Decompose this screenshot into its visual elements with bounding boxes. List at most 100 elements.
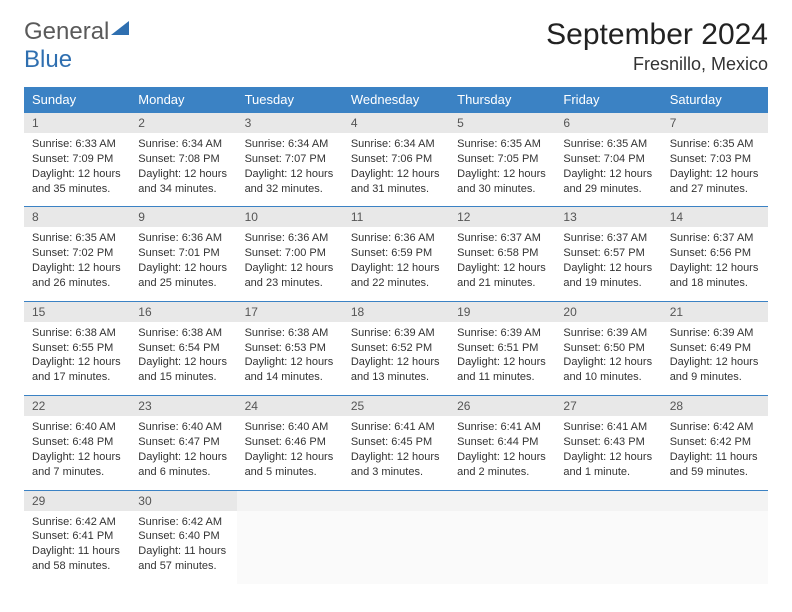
day-body-cell: Sunrise: 6:38 AMSunset: 6:54 PMDaylight:… (130, 322, 236, 396)
day-body-cell: Sunrise: 6:36 AMSunset: 7:00 PMDaylight:… (237, 227, 343, 301)
day-body-cell: Sunrise: 6:34 AMSunset: 7:06 PMDaylight:… (343, 133, 449, 207)
brand-part1: General (24, 18, 109, 45)
day-d1: Daylight: 11 hours (32, 544, 122, 559)
day-d2: and 57 minutes. (138, 559, 228, 574)
day-d1: Daylight: 12 hours (563, 355, 653, 370)
day-number-cell: 22 (24, 396, 130, 416)
day-number-cell: 9 (130, 207, 236, 227)
day-sr: Sunrise: 6:38 AM (138, 326, 228, 341)
day-d1: Daylight: 12 hours (563, 261, 653, 276)
weekday-header-row: Sunday Monday Tuesday Wednesday Thursday… (24, 87, 768, 113)
day-sr: Sunrise: 6:41 AM (563, 420, 653, 435)
day-number-cell: 24 (237, 396, 343, 416)
day-number-cell: 5 (449, 113, 555, 133)
day-d2: and 34 minutes. (138, 182, 228, 197)
day-ss: Sunset: 6:49 PM (670, 341, 760, 356)
day-d2: and 7 minutes. (32, 465, 122, 480)
day-sr: Sunrise: 6:40 AM (138, 420, 228, 435)
day-sr: Sunrise: 6:35 AM (563, 137, 653, 152)
day-d2: and 35 minutes. (32, 182, 122, 197)
day-number-cell: 7 (662, 113, 768, 133)
day-ss: Sunset: 6:53 PM (245, 341, 335, 356)
day-body-cell: Sunrise: 6:40 AMSunset: 6:47 PMDaylight:… (130, 416, 236, 490)
day-d1: Daylight: 12 hours (245, 355, 335, 370)
brand-logo: General Blue (24, 18, 129, 74)
day-number-row: 1234567 (24, 113, 768, 133)
day-number-cell: 1 (24, 113, 130, 133)
day-body-cell (555, 511, 661, 584)
day-sr: Sunrise: 6:36 AM (351, 231, 441, 246)
day-d2: and 3 minutes. (351, 465, 441, 480)
day-ss: Sunset: 6:42 PM (670, 435, 760, 450)
day-body-row: Sunrise: 6:35 AMSunset: 7:02 PMDaylight:… (24, 227, 768, 301)
day-d2: and 17 minutes. (32, 370, 122, 385)
day-sr: Sunrise: 6:42 AM (138, 515, 228, 530)
day-d2: and 31 minutes. (351, 182, 441, 197)
day-d2: and 6 minutes. (138, 465, 228, 480)
day-d2: and 14 minutes. (245, 370, 335, 385)
day-d1: Daylight: 12 hours (245, 450, 335, 465)
day-d1: Daylight: 12 hours (670, 261, 760, 276)
day-sr: Sunrise: 6:38 AM (32, 326, 122, 341)
day-body-cell: Sunrise: 6:38 AMSunset: 6:53 PMDaylight:… (237, 322, 343, 396)
day-number-row: 22232425262728 (24, 396, 768, 416)
day-body-cell (237, 511, 343, 584)
day-number-row: 2930 (24, 491, 768, 511)
day-d1: Daylight: 11 hours (670, 450, 760, 465)
weekday-tue: Tuesday (237, 87, 343, 113)
day-d1: Daylight: 12 hours (351, 261, 441, 276)
day-number-cell: 30 (130, 491, 236, 511)
day-body-cell: Sunrise: 6:33 AMSunset: 7:09 PMDaylight:… (24, 133, 130, 207)
day-d1: Daylight: 12 hours (32, 450, 122, 465)
day-ss: Sunset: 7:03 PM (670, 152, 760, 167)
day-ss: Sunset: 7:07 PM (245, 152, 335, 167)
day-d1: Daylight: 12 hours (563, 167, 653, 182)
day-sr: Sunrise: 6:42 AM (670, 420, 760, 435)
day-body-cell: Sunrise: 6:34 AMSunset: 7:08 PMDaylight:… (130, 133, 236, 207)
day-d2: and 10 minutes. (563, 370, 653, 385)
day-d2: and 29 minutes. (563, 182, 653, 197)
day-body-cell (449, 511, 555, 584)
brand-triangle-icon (111, 21, 129, 35)
day-sr: Sunrise: 6:40 AM (32, 420, 122, 435)
weekday-sun: Sunday (24, 87, 130, 113)
day-body-cell (343, 511, 449, 584)
day-body-cell: Sunrise: 6:35 AMSunset: 7:05 PMDaylight:… (449, 133, 555, 207)
day-ss: Sunset: 7:06 PM (351, 152, 441, 167)
location-label: Fresnillo, Mexico (546, 54, 768, 75)
day-sr: Sunrise: 6:37 AM (457, 231, 547, 246)
day-number-cell (343, 491, 449, 511)
day-d1: Daylight: 12 hours (351, 355, 441, 370)
day-sr: Sunrise: 6:41 AM (457, 420, 547, 435)
day-number-cell: 28 (662, 396, 768, 416)
day-sr: Sunrise: 6:35 AM (457, 137, 547, 152)
day-d1: Daylight: 12 hours (351, 450, 441, 465)
day-d1: Daylight: 12 hours (457, 450, 547, 465)
day-sr: Sunrise: 6:42 AM (32, 515, 122, 530)
day-ss: Sunset: 6:58 PM (457, 246, 547, 261)
day-d1: Daylight: 12 hours (670, 167, 760, 182)
day-number-cell: 27 (555, 396, 661, 416)
day-ss: Sunset: 7:04 PM (563, 152, 653, 167)
calendar-table: Sunday Monday Tuesday Wednesday Thursday… (24, 87, 768, 584)
day-body-cell: Sunrise: 6:39 AMSunset: 6:52 PMDaylight:… (343, 322, 449, 396)
day-number-cell: 8 (24, 207, 130, 227)
day-body-cell: Sunrise: 6:39 AMSunset: 6:50 PMDaylight:… (555, 322, 661, 396)
day-body-cell (662, 511, 768, 584)
day-body-cell: Sunrise: 6:40 AMSunset: 6:48 PMDaylight:… (24, 416, 130, 490)
day-sr: Sunrise: 6:35 AM (32, 231, 122, 246)
day-d1: Daylight: 11 hours (138, 544, 228, 559)
day-body-cell: Sunrise: 6:35 AMSunset: 7:03 PMDaylight:… (662, 133, 768, 207)
day-d2: and 1 minute. (563, 465, 653, 480)
day-number-cell: 23 (130, 396, 236, 416)
day-sr: Sunrise: 6:39 AM (351, 326, 441, 341)
day-body-cell: Sunrise: 6:41 AMSunset: 6:44 PMDaylight:… (449, 416, 555, 490)
day-ss: Sunset: 6:43 PM (563, 435, 653, 450)
day-sr: Sunrise: 6:39 AM (670, 326, 760, 341)
day-number-cell: 6 (555, 113, 661, 133)
day-number-row: 891011121314 (24, 207, 768, 227)
day-d1: Daylight: 12 hours (563, 450, 653, 465)
page-header: General Blue September 2024 Fresnillo, M… (24, 18, 768, 75)
day-ss: Sunset: 7:01 PM (138, 246, 228, 261)
day-body-cell: Sunrise: 6:36 AMSunset: 6:59 PMDaylight:… (343, 227, 449, 301)
